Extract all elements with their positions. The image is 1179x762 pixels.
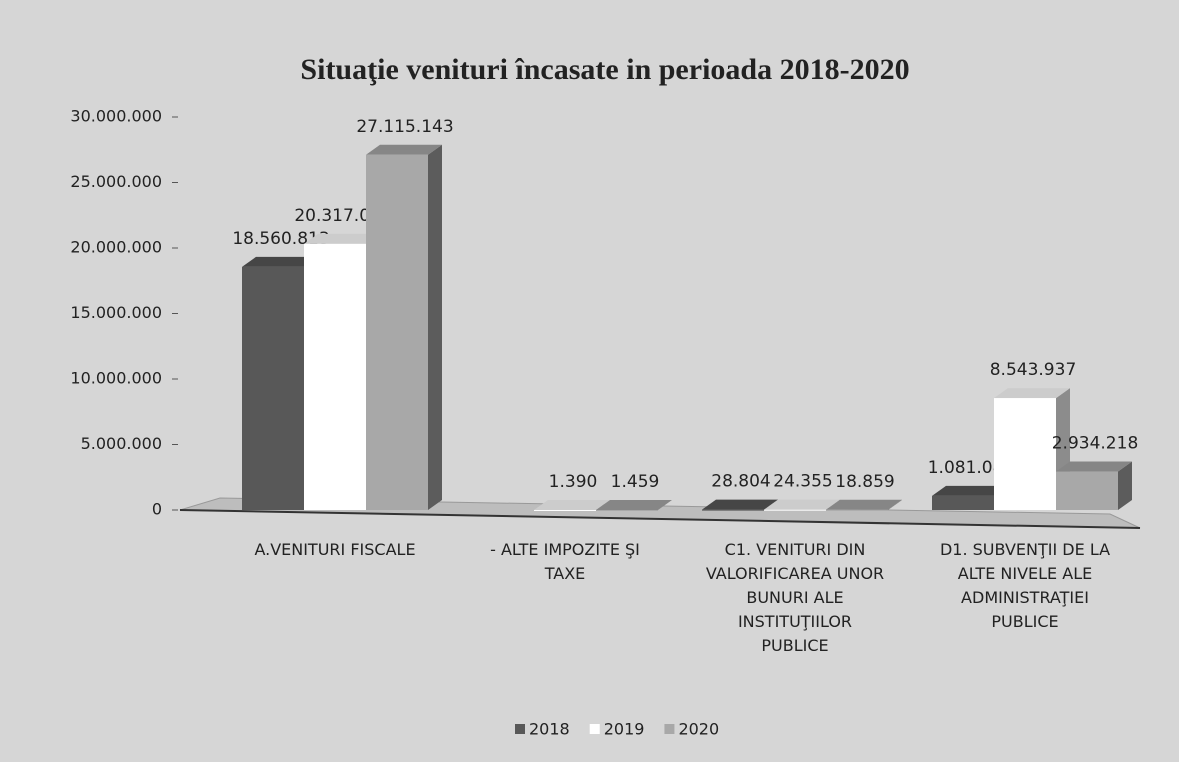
value-label: 18.859	[835, 472, 894, 492]
bar-side	[1118, 461, 1132, 510]
legend-label: 2018	[529, 720, 570, 739]
x-tick-label: C1. VENITURI DIN VALORIFICAREA UNOR BUNURI…	[706, 540, 884, 655]
value-label: 1.459	[611, 472, 660, 492]
bar	[366, 154, 428, 510]
bar-top	[764, 499, 840, 510]
bar-top	[304, 233, 380, 244]
value-label: 28.804	[711, 472, 770, 492]
bar-top	[826, 499, 902, 510]
legend-label: 2020	[678, 720, 719, 739]
legend-swatch	[515, 724, 525, 734]
value-label: 1.081.089	[928, 458, 1015, 478]
bar-top	[366, 144, 442, 155]
x-tick-label: D1. SUBVENŢII DE LA ALTE NIVELE ALE ADMINI…	[940, 540, 1110, 631]
bar-side	[658, 499, 672, 510]
bar-side	[888, 499, 902, 510]
y-tick-label: 10.000.000	[70, 369, 162, 388]
bar-top	[1056, 461, 1132, 472]
value-label: 8.543.937	[990, 360, 1077, 380]
legend-label: 2019	[604, 720, 645, 739]
bar	[304, 243, 366, 510]
bar	[596, 509, 658, 511]
bar	[534, 509, 596, 511]
bar	[994, 398, 1056, 510]
bar-top	[596, 499, 672, 510]
value-label: 2.934.218	[1052, 434, 1139, 454]
bar-top	[702, 499, 778, 510]
y-tick-label: 30.000.000	[70, 107, 162, 126]
x-tick-label: - ALTE IMPOZITE ŞI TAXE	[490, 540, 640, 583]
bar-top	[534, 499, 610, 510]
value-label: 24.355	[773, 472, 832, 492]
y-tick-label: 25.000.000	[70, 172, 162, 191]
legend-swatch	[664, 724, 675, 734]
y-tick-label: 20.000.000	[70, 238, 162, 257]
bar	[242, 266, 304, 510]
bar-side	[428, 144, 442, 510]
bar-top	[932, 485, 1008, 496]
bar	[702, 509, 764, 511]
bar	[764, 509, 826, 511]
bar-top	[994, 388, 1070, 399]
legend-swatch	[589, 724, 600, 734]
y-tick-label: 0	[152, 500, 162, 519]
bar	[826, 509, 888, 511]
x-tick-label: A.VENITURI FISCALE	[254, 540, 415, 559]
bar-top	[242, 256, 318, 267]
bar	[1056, 471, 1118, 510]
chart-title: Situaţie venituri încasate in perioada 2…	[300, 53, 909, 86]
value-label: 1.390	[549, 472, 598, 492]
y-tick-label: 5.000.000	[81, 434, 162, 453]
y-tick-label: 15.000.000	[70, 303, 162, 322]
bar	[932, 495, 994, 510]
value-label: 27.115.143	[356, 117, 453, 137]
x-axis	[179, 509, 1141, 529]
